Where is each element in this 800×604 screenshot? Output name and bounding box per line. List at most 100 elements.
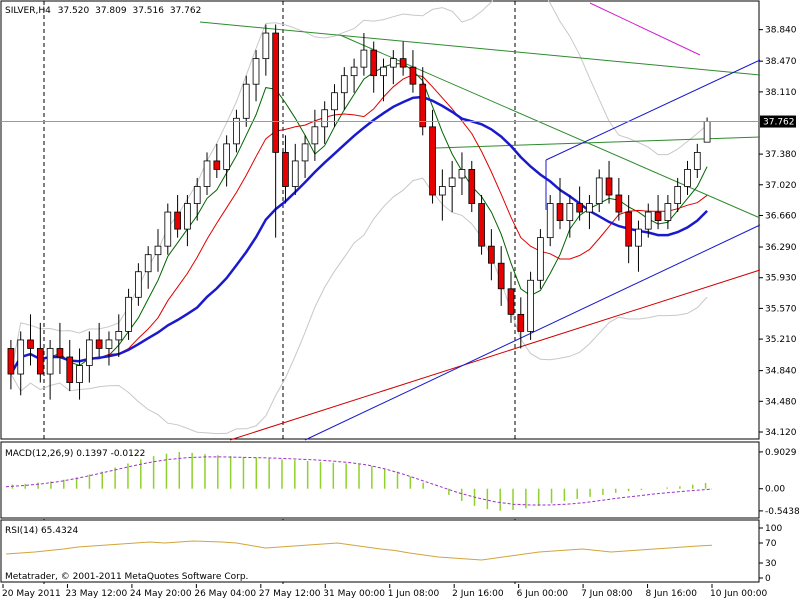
candle-body (566, 203, 574, 221)
candle-body (684, 169, 691, 187)
candle-body (595, 177, 603, 204)
magenta-line (589, 2, 701, 56)
candle-body (605, 177, 613, 196)
candle-body (203, 160, 211, 187)
rsi-tick-label: 100 (765, 524, 782, 534)
candle-body (262, 32, 270, 60)
price-tick-label: 34.480 (765, 397, 797, 407)
candle-body (184, 203, 191, 230)
candle-body (233, 117, 240, 145)
candle-body (635, 228, 642, 247)
last-price-label: 37.762 (763, 118, 795, 128)
candle-body (644, 211, 652, 230)
candle-body (105, 339, 113, 349)
rsi-tick-label: 70 (765, 539, 777, 549)
candle-body (340, 75, 348, 94)
candle-body (242, 83, 250, 119)
candle-body (546, 203, 554, 239)
time-tick-label: 8 Jun 16:00 (646, 589, 698, 599)
time-axis: 20 May 2011 23 May 12:00 24 May 20:00 26 Ma… (2, 584, 767, 599)
candle-body (380, 66, 387, 77)
macd-label: MACD(12,26,9) 0.1397 -0.0122 (5, 449, 145, 459)
last-price-box (760, 115, 796, 128)
time-tick-label: 31 May 00:00 (323, 589, 385, 599)
candle-body (272, 32, 279, 153)
candle-body (429, 126, 436, 196)
candle-body (174, 211, 181, 230)
candle-body (654, 211, 662, 221)
candle-body (527, 279, 534, 332)
time-tick-label: 20 May 2011 (2, 589, 61, 599)
candle-body (66, 356, 74, 383)
candle-body (458, 169, 466, 179)
time-tick-label: 27 May 12:00 (259, 589, 321, 599)
time-tick-label: 7 Jun 08:00 (581, 589, 633, 599)
candle-body (76, 365, 83, 383)
price-tick-label: 34.120 (765, 428, 797, 438)
candle-body (331, 92, 338, 111)
candle-body (56, 348, 64, 358)
candle-body (193, 186, 201, 204)
price-axis: 38.840 38.470 38.110 37.762 37.380 37.020 36.6… (1, 26, 797, 438)
candle-body (478, 203, 485, 247)
candle-body (86, 339, 93, 366)
macd-tick-label: -0.5438 (765, 507, 800, 517)
price-tick-label: 35.930 (765, 274, 797, 284)
macd-plot (5, 452, 713, 511)
candle-body (693, 151, 701, 170)
macd-tick-label: 0.9029 (765, 448, 797, 458)
candle-body (703, 121, 711, 143)
candle-body (154, 245, 162, 256)
candle-body (488, 245, 495, 264)
copyright-text: Metatrader, © 2001-2011 MetaQuotes Softw… (5, 572, 248, 582)
candle-body (321, 109, 329, 128)
candle-body (448, 177, 456, 187)
chart-symbol-label: SILVER,H4 37.520 37.809 37.516 37.762 (5, 6, 201, 16)
rsi-line (5, 540, 713, 561)
candle-body (301, 143, 309, 162)
rsi-axis: 100 70 30 0 (759, 524, 782, 584)
price-tick-label: 34.840 (765, 367, 797, 377)
price-tick-label: 36.290 (765, 243, 797, 253)
lower-band (10, 177, 708, 435)
candle-body (213, 160, 221, 170)
candle-body (389, 58, 397, 68)
red-trendline-support (229, 269, 761, 441)
candle-body (252, 58, 260, 85)
candle-body (125, 296, 132, 332)
candle-body (537, 237, 544, 281)
candle-body (164, 211, 172, 247)
candle-body (291, 160, 299, 187)
price-tick-label: 35.570 (765, 304, 797, 314)
price-tick-label: 38.840 (765, 26, 797, 36)
rsi-label: RSI(14) 65.4324 (5, 526, 78, 536)
candle-body (439, 186, 446, 196)
candle-body (144, 254, 152, 273)
candle-body (586, 203, 593, 213)
candle-body (282, 151, 289, 187)
candle-body (360, 49, 368, 68)
green-trendline-top (199, 21, 761, 76)
candle-body (311, 126, 319, 145)
candle-body (95, 339, 103, 349)
rsi-tick-label: 0 (765, 574, 771, 584)
macd-axis: 0.9029 0.00 -0.5438 (759, 448, 800, 517)
green-trendline-falling (339, 34, 761, 219)
time-tick-label: 1 Jun 08:00 (388, 589, 440, 599)
price-tick-label: 38.110 (765, 88, 797, 98)
time-tick-label: 23 May 12:00 (65, 589, 127, 599)
candle-body (115, 331, 123, 341)
price-tick-label: 37.020 (765, 181, 797, 191)
macd-signal-line (5, 456, 713, 506)
price-tick-label: 35.210 (765, 335, 797, 345)
candle-body (556, 203, 564, 221)
price-tick-label: 36.660 (765, 211, 797, 221)
candle-body (223, 143, 230, 170)
candle-body (370, 49, 378, 77)
candle-body (419, 83, 427, 128)
blue-trendline-upper (545, 59, 761, 161)
time-tick-label: 2 Jun 16:00 (452, 589, 504, 599)
candle-body (399, 58, 407, 68)
candle-body (664, 203, 672, 221)
